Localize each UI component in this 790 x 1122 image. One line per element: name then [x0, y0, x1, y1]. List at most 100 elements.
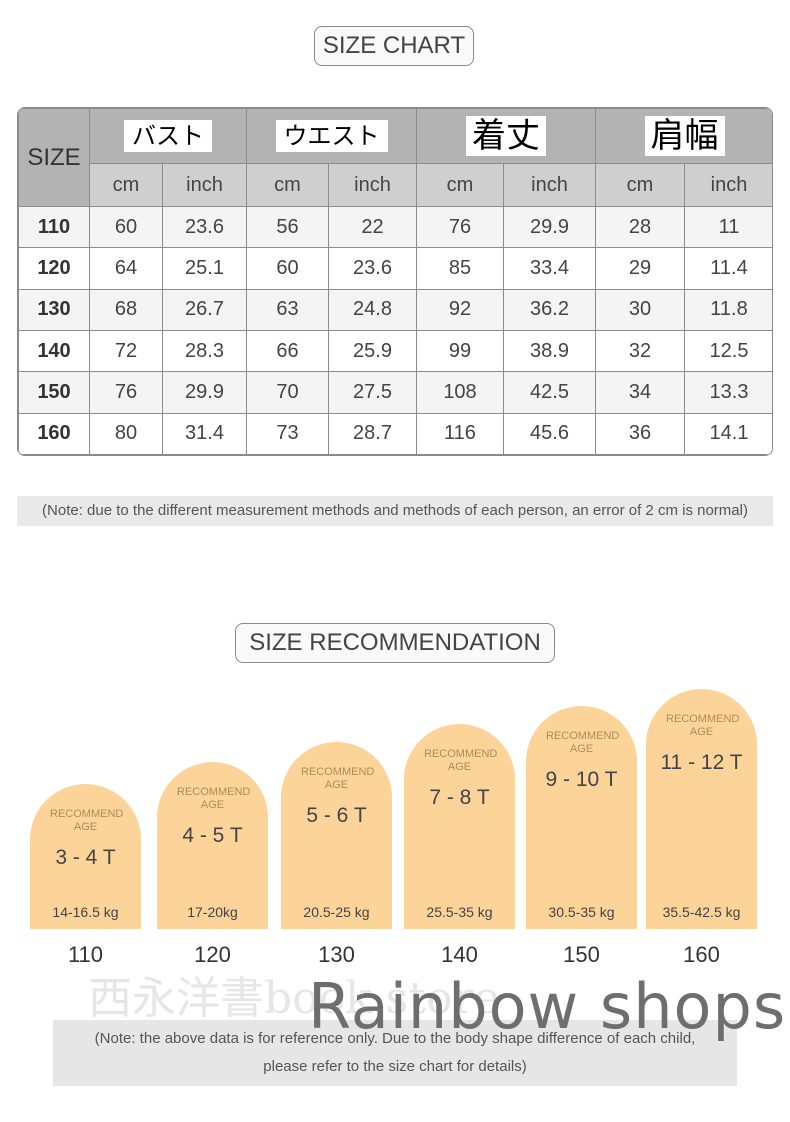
measure-cell: 28	[595, 205, 685, 249]
shoulder-header: 肩幅	[595, 108, 772, 164]
measure-cell: 31.4	[162, 412, 247, 455]
measure-cell: 45.6	[503, 412, 596, 455]
measure-cell: 13.3	[684, 371, 772, 414]
measure-cell: 38.9	[503, 329, 596, 373]
waist-label: ウエスト	[275, 120, 388, 152]
age-recommendation-card: RECOMMEND AGE 7 - 8 T 25.5-35 kg	[404, 724, 515, 929]
weight-range: 20.5-25 kg	[303, 904, 370, 920]
weight-range: 25.5-35 kg	[426, 904, 493, 920]
unit-header-inch: inch	[684, 163, 772, 207]
measure-cell: 28.3	[162, 329, 247, 373]
bust-label: バスト	[124, 120, 212, 152]
recommend-age-label: RECOMMEND AGE	[546, 730, 620, 755]
measure-cell: 56	[246, 205, 329, 249]
unit-header-inch: inch	[162, 163, 247, 207]
measure-cell: 22	[328, 205, 417, 249]
size-chart-table: SIZE バスト ウエスト 着丈 肩幅 cm inch cm inch cm inch cm…	[17, 107, 773, 456]
table-row: 160 80 31.4 73 28.7 116 45.6 36 14.1	[18, 412, 772, 455]
size-recommendation-title: SIZE RECOMMENDATION	[235, 623, 555, 663]
reference-note: (Note: the above data is for reference o…	[53, 1020, 737, 1086]
size-cell: 140	[18, 329, 90, 373]
measure-cell: 23.6	[328, 247, 417, 290]
measure-cell: 23.6	[162, 205, 247, 249]
reference-note-line2: please refer to the size chart for detai…	[263, 1058, 527, 1075]
recommend-age-label: RECOMMEND AGE	[50, 808, 124, 833]
measure-cell: 11	[684, 205, 772, 249]
measure-cell: 42.5	[503, 371, 596, 414]
measure-cell: 36.2	[503, 288, 596, 331]
measure-cell: 60	[246, 247, 329, 290]
table-row: 130 68 26.7 63 24.8 92 36.2 30 11.8	[18, 288, 772, 331]
measure-cell: 12.5	[684, 329, 772, 373]
measure-cell: 11.4	[684, 247, 772, 290]
weight-range: 35.5-42.5 kg	[662, 904, 741, 920]
measure-cell: 26.7	[162, 288, 247, 331]
measure-cell: 85	[416, 247, 504, 290]
recommended-size-label: 160	[683, 942, 720, 967]
measure-cell: 27.5	[328, 371, 417, 414]
unit-header-cm: cm	[89, 163, 163, 207]
measure-cell: 33.4	[503, 247, 596, 290]
store-watermark: 西永洋書book store	[88, 973, 500, 1024]
size-cell: 160	[18, 412, 90, 455]
measure-cell: 80	[89, 412, 163, 455]
table-row: 120 64 25.1 60 23.6 85 33.4 29 11.4	[18, 247, 772, 290]
age-range: 3 - 4 T	[55, 846, 116, 869]
measure-cell: 108	[416, 371, 504, 414]
unit-header-cm: cm	[246, 163, 329, 207]
table-row: 110 60 23.6 56 22 76 29.9 28 11	[18, 205, 772, 249]
recommended-size-label: 150	[563, 942, 600, 967]
unit-header-cm: cm	[595, 163, 685, 207]
measure-cell: 29.9	[162, 371, 247, 414]
age-range: 5 - 6 T	[306, 804, 367, 827]
measure-cell: 29.9	[503, 205, 596, 249]
measure-cell: 99	[416, 329, 504, 373]
recommend-age-label: RECOMMEND AGE	[424, 748, 498, 773]
recommended-size-label: 120	[194, 942, 231, 967]
size-cell: 150	[18, 371, 90, 414]
length-header: 着丈	[416, 108, 596, 164]
age-range: 4 - 5 T	[182, 824, 243, 847]
bust-header: バスト	[89, 108, 247, 164]
shop-watermark: Rainbow shops	[308, 970, 787, 1043]
measure-cell: 76	[89, 371, 163, 414]
measure-cell: 36	[595, 412, 685, 455]
length-label: 着丈	[466, 116, 546, 156]
weight-range: 14-16.5 kg	[52, 904, 119, 920]
table-row: 150 76 29.9 70 27.5 108 42.5 34 13.3	[18, 371, 772, 414]
measure-cell: 34	[595, 371, 685, 414]
reference-note-line1: (Note: the above data is for reference o…	[94, 1030, 696, 1047]
recommended-size-label: 140	[441, 942, 478, 967]
recommend-age-label: RECOMMEND AGE	[177, 786, 251, 811]
measure-cell: 32	[595, 329, 685, 373]
recommended-size-label: 130	[318, 942, 355, 967]
age-recommendation-card: RECOMMEND AGE 11 - 12 T 35.5-42.5 kg	[646, 689, 757, 929]
measure-cell: 68	[89, 288, 163, 331]
measure-cell: 63	[246, 288, 329, 331]
size-cell: 130	[18, 288, 90, 331]
measure-cell: 72	[89, 329, 163, 373]
measure-cell: 64	[89, 247, 163, 290]
unit-header-inch: inch	[328, 163, 417, 207]
age-range: 11 - 12 T	[660, 751, 743, 774]
measure-cell: 76	[416, 205, 504, 249]
age-recommendation-card: RECOMMEND AGE 5 - 6 T 20.5-25 kg	[281, 742, 392, 929]
measure-cell: 73	[246, 412, 329, 455]
measure-cell: 66	[246, 329, 329, 373]
age-range: 7 - 8 T	[429, 786, 490, 809]
unit-header-inch: inch	[503, 163, 596, 207]
recommend-age-label: RECOMMEND AGE	[666, 713, 740, 738]
weight-range: 17-20kg	[187, 904, 238, 920]
weight-range: 30.5-35 kg	[548, 904, 615, 920]
unit-header-cm: cm	[416, 163, 504, 207]
measure-cell: 24.8	[328, 288, 417, 331]
measure-cell: 25.1	[162, 247, 247, 290]
measure-cell: 11.8	[684, 288, 772, 331]
measure-cell: 92	[416, 288, 504, 331]
recommend-age-label: RECOMMEND AGE	[301, 766, 375, 791]
measure-cell: 25.9	[328, 329, 417, 373]
table-row: 140 72 28.3 66 25.9 99 38.9 32 12.5	[18, 329, 772, 373]
measure-cell: 29	[595, 247, 685, 290]
age-recommendation-card: RECOMMEND AGE 4 - 5 T 17-20kg	[157, 762, 268, 929]
age-recommendation-card: RECOMMEND AGE 9 - 10 T 30.5-35 kg	[526, 706, 637, 929]
